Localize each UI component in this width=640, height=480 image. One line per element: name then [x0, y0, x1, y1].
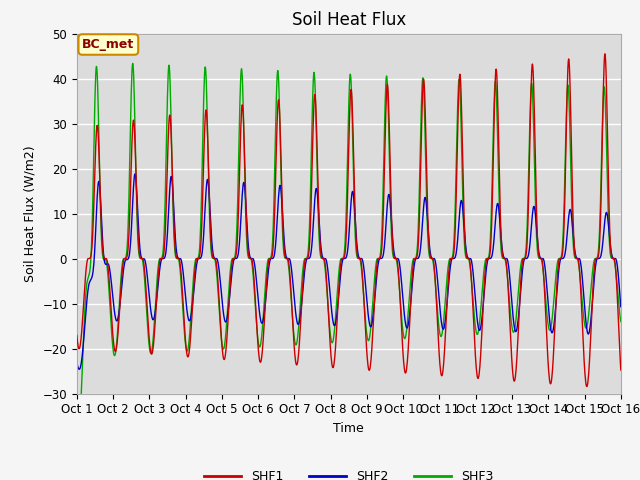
SHF2 — [76, 366, 83, 372]
Line: SHF2: SHF2 — [77, 174, 621, 369]
Legend: SHF1, SHF2, SHF3: SHF1, SHF2, SHF3 — [199, 465, 499, 480]
SHF2 — [570, 232, 577, 238]
SHF2 — [131, 171, 139, 177]
Line: SHF3: SHF3 — [77, 63, 621, 477]
SHF2 — [73, 360, 81, 366]
SHF2 — [300, 272, 308, 278]
SHF2 — [433, 269, 441, 275]
SHF2 — [617, 304, 625, 310]
SHF2 — [194, 257, 202, 263]
SHF1 — [300, 271, 307, 277]
SHF3 — [73, 474, 81, 480]
SHF1 — [193, 256, 201, 262]
SHF2 — [287, 263, 295, 268]
Y-axis label: Soil Heat Flux (W/m2): Soil Heat Flux (W/m2) — [24, 145, 36, 282]
SHF3 — [129, 60, 136, 66]
SHF3 — [287, 288, 294, 294]
SHF3 — [522, 246, 530, 252]
Line: SHF1: SHF1 — [77, 54, 621, 386]
SHF1 — [617, 367, 625, 373]
SHF1 — [601, 51, 609, 57]
Text: BC_met: BC_met — [82, 38, 134, 51]
SHF1 — [522, 254, 529, 260]
SHF3 — [433, 295, 440, 300]
SHF2 — [522, 256, 530, 262]
SHF3 — [617, 319, 625, 324]
SHF1 — [568, 193, 576, 199]
X-axis label: Time: Time — [333, 422, 364, 435]
Title: Soil Heat Flux: Soil Heat Flux — [292, 11, 406, 29]
SHF3 — [569, 234, 577, 240]
SHF3 — [193, 256, 201, 262]
SHF1 — [73, 333, 81, 338]
SHF1 — [432, 292, 440, 298]
SHF1 — [287, 276, 294, 282]
SHF3 — [300, 259, 308, 265]
SHF1 — [583, 384, 591, 389]
